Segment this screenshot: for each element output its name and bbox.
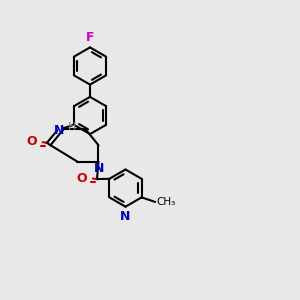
Text: N: N: [54, 124, 64, 137]
Text: F: F: [86, 31, 94, 44]
Text: CH₃: CH₃: [156, 197, 176, 207]
Text: H: H: [68, 122, 76, 132]
Text: N: N: [120, 210, 131, 223]
Text: O: O: [76, 172, 87, 185]
Text: O: O: [26, 135, 37, 148]
Text: N: N: [94, 162, 104, 175]
